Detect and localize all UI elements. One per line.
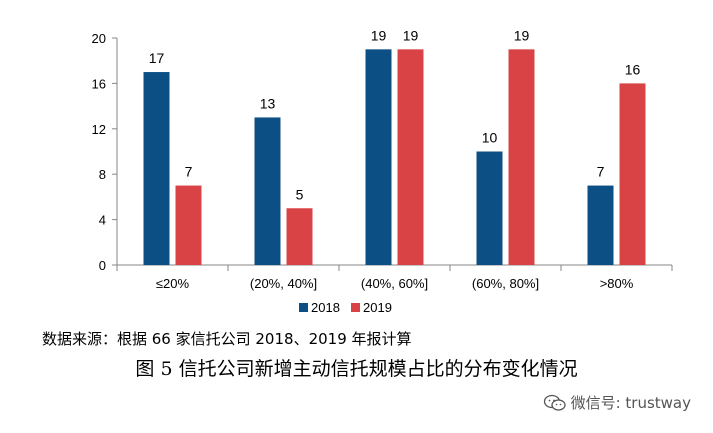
bar-chart: 0 4 8 12 16 20 17 7 ≤20% 13 5 (20%, 40%] 19 19 (40%, 6… <box>92 27 673 315</box>
bar-2018-3 <box>476 151 503 265</box>
data-label: 16 <box>625 61 641 77</box>
x-tick-label: (60%, 80%] <box>472 276 539 291</box>
data-label: 19 <box>514 27 530 43</box>
data-label: 10 <box>482 130 498 146</box>
figure-caption: 图 5 信托公司新增主动信托规模占比的分布变化情况 <box>135 358 578 380</box>
y-tick-label: 8 <box>99 167 106 182</box>
y-tick-label: 20 <box>92 31 106 46</box>
data-label: 19 <box>403 27 419 43</box>
data-source-note: 数据来源：根据 66 家信托公司 2018、2019 年报计算 <box>42 330 412 348</box>
data-label: 13 <box>260 95 276 111</box>
x-tick-label: (20%, 40%] <box>250 276 317 291</box>
bar-2018-0 <box>143 72 170 265</box>
x-tick-label: (40%, 60%] <box>361 276 428 291</box>
bar-2019-2 <box>397 49 424 265</box>
y-tick-label: 16 <box>92 76 106 91</box>
data-label: 7 <box>185 164 193 180</box>
legend-label: 2018 <box>311 300 340 315</box>
bar-2019-1 <box>286 208 313 265</box>
data-label: 7 <box>597 164 605 180</box>
bar-2019-0 <box>175 185 202 265</box>
y-tick-label: 0 <box>99 258 106 273</box>
data-label: 17 <box>149 50 165 66</box>
x-tick-label: ≤20% <box>156 276 190 291</box>
y-tick-label: 12 <box>92 122 106 137</box>
bar-2018-2 <box>365 49 392 265</box>
watermark-text: 微信号: trustway <box>570 394 691 412</box>
data-label: 19 <box>371 27 387 43</box>
bar-2018-4 <box>587 185 614 265</box>
wechat-icon <box>543 394 566 411</box>
y-tick-label: 4 <box>99 213 106 228</box>
legend-swatch-2018 <box>299 303 308 312</box>
bar-2018-1 <box>254 117 281 265</box>
legend-label: 2019 <box>363 300 392 315</box>
x-tick-label: >80% <box>600 276 634 291</box>
wechat-watermark: 微信号: trustway <box>543 392 691 413</box>
bar-2019-4 <box>619 83 646 266</box>
bar-2019-3 <box>508 49 535 265</box>
data-label: 5 <box>296 186 304 202</box>
legend-swatch-2019 <box>351 303 360 312</box>
